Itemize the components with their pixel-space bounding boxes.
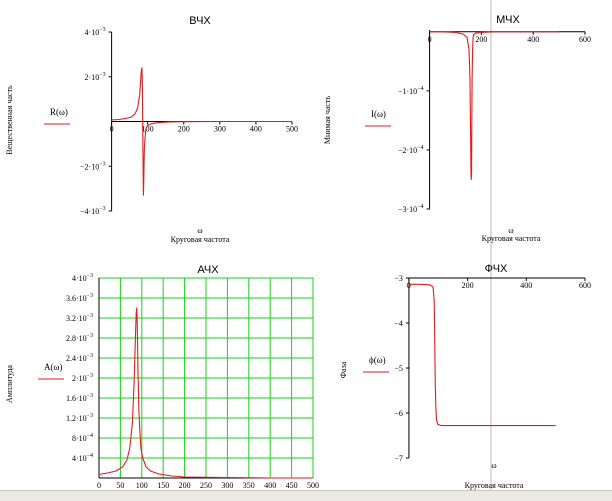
legend-label: R(ω) [50, 107, 68, 117]
x-tick-label: 600 [579, 281, 591, 290]
y-axis-label: Амплитуда [5, 365, 14, 403]
y-tick-label: 3.6·10−3 [66, 293, 93, 303]
y-tick-label: 1.6·10−3 [66, 393, 93, 403]
legend-label: I(ω) [371, 109, 386, 119]
chart-title: МЧХ [496, 14, 520, 26]
x-tick-label: 0 [407, 281, 411, 290]
chart-fchx: ФЧХ 0 200 400 600 −3 −4 −5 −6 −7 Фаза ω Круговая час… [339, 263, 591, 490]
legend-label: ϕ(ω) [369, 355, 386, 365]
y-tick-label: −5 [394, 364, 403, 373]
x-tick-label: 400 [264, 481, 276, 490]
x-axis-symbol: ω [508, 226, 513, 235]
x-tick-label: 200 [179, 481, 191, 490]
y-tick-label: 3.2·10−3 [66, 313, 93, 323]
x-tick-label: 300 [221, 481, 233, 490]
y-tick-label: 1.2·10−3 [66, 413, 93, 423]
y-tick-label: 2.4·10−3 [66, 353, 93, 363]
y-tick-label: −4 [394, 319, 403, 328]
x-tick-label: 250 [200, 481, 212, 490]
x-tick-label: 0 [110, 125, 114, 134]
x-tick-label: 0 [428, 35, 432, 44]
y-tick-label: −4·10−3 [80, 206, 106, 216]
x-tick-label: 450 [286, 481, 298, 490]
chart-achx: АЧХ 0 50 100 150 200 250 300 350 400 450 500 4·10−4 8… [5, 264, 319, 496]
y-tick-label: 4·10−4 [72, 453, 93, 463]
x-tick-label: 150 [157, 481, 169, 490]
x-tick-label: 50 [116, 481, 124, 490]
y-tick-label: −3 [394, 274, 403, 283]
chart-title: ФЧХ [485, 263, 508, 275]
y-tick-label: 2.8·10−3 [66, 333, 93, 343]
series-line [111, 67, 292, 196]
x-axis-label: Круговая частота [482, 234, 541, 243]
y-tick-label: 4·10−3 [85, 27, 106, 37]
x-tick-label: 400 [527, 35, 539, 44]
x-tick-label: 500 [286, 125, 298, 134]
y-tick-label: −6 [394, 409, 403, 418]
x-tick-label: 100 [136, 481, 148, 490]
y-axis-label: Вещественная часть [5, 85, 14, 155]
y-tick-label: −7 [394, 454, 403, 463]
y-tick-label: 2·10−3 [85, 72, 106, 82]
x-tick-label: 100 [142, 125, 154, 134]
x-tick-label: 300 [214, 125, 226, 134]
x-axis-label: Круговая частота [465, 481, 524, 490]
y-tick-label: −2·10−3 [80, 161, 106, 171]
chart-title: АЧХ [197, 264, 219, 276]
y-tick-label: −1·10−4 [398, 86, 424, 96]
chart-mchx: МЧХ 0 200 400 600 −1·10−4 −2·10−4 −3·10−4 Мнимая… [323, 14, 591, 243]
x-tick-label: 200 [475, 35, 487, 44]
y-axis-label: Мнимая часть [323, 96, 332, 145]
x-tick-label: 0 [97, 481, 101, 490]
series-line [98, 307, 313, 479]
x-tick-label: 500 [307, 481, 319, 490]
y-tick-label: 2·10−3 [72, 373, 93, 383]
y-tick-label: −2·10−4 [398, 145, 424, 155]
x-tick-label: 600 [579, 35, 591, 44]
x-axis-symbol: ω [491, 461, 496, 470]
y-tick-label: −3·10−4 [398, 204, 424, 214]
horizontal-scrollbar[interactable] [0, 490, 612, 501]
y-tick-label: 8·10−4 [72, 433, 93, 443]
x-tick-label: 400 [250, 125, 262, 134]
x-tick-label: 200 [178, 125, 190, 134]
x-tick-label: 350 [243, 481, 255, 490]
x-axis-symbol: ω [197, 226, 202, 235]
series-line [429, 31, 560, 181]
x-axis-label: Круговая частота [171, 235, 230, 244]
y-axis-label: Фаза [339, 361, 348, 378]
series-line [408, 283, 556, 427]
x-tick-label: 400 [520, 281, 532, 290]
chart-vchx: ВЧХ 0 100 200 300 400 500 4·10−3 2·10−3 −2·10−3 −4… [5, 15, 298, 244]
y-tick-label: 4·10−3 [72, 273, 93, 283]
x-tick-label: 200 [462, 281, 474, 290]
legend-label: A(ω) [44, 362, 62, 372]
chart-title: ВЧХ [189, 15, 211, 27]
